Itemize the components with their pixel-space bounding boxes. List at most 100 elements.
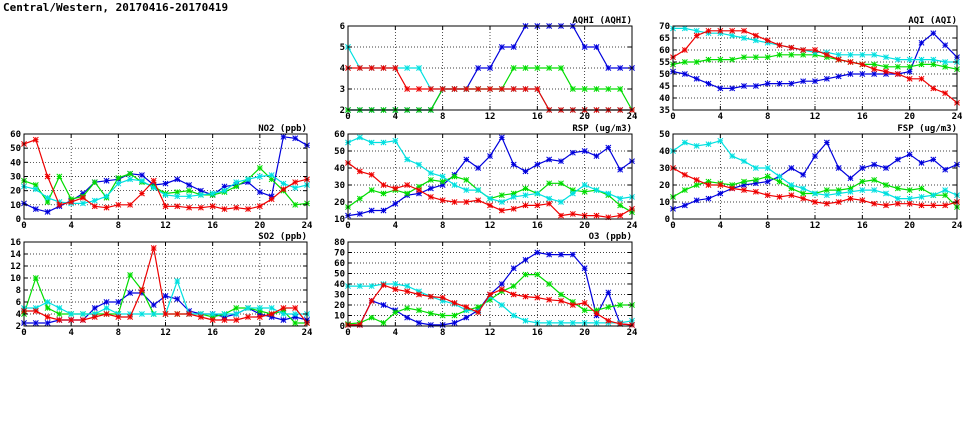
y-tick-label: 30 <box>334 291 345 301</box>
data-point <box>404 65 411 71</box>
data-point <box>451 86 458 92</box>
data-point <box>280 311 287 317</box>
data-point <box>534 294 541 301</box>
data-point <box>681 25 688 32</box>
data-point <box>894 63 901 70</box>
data-point <box>605 317 612 324</box>
data-point <box>292 305 299 311</box>
x-tick-label: 8 <box>440 328 445 338</box>
data-point <box>103 305 110 311</box>
data-point <box>705 27 712 34</box>
data-point <box>174 203 181 210</box>
data-point <box>593 44 600 50</box>
data-point <box>930 30 937 37</box>
data-point <box>292 179 299 186</box>
data-point <box>150 184 157 191</box>
x-tick-label: 8 <box>765 221 770 231</box>
data-point <box>451 199 458 205</box>
data-point <box>91 203 98 210</box>
x-tick-label: 0 <box>21 328 26 338</box>
data-point <box>138 311 145 317</box>
y-tick-label: 65 <box>659 34 670 44</box>
data-point <box>427 193 434 200</box>
x-tick-label: 20 <box>904 221 915 231</box>
data-point <box>835 165 842 171</box>
data-point <box>581 148 588 154</box>
data-point <box>103 204 110 211</box>
data-point <box>729 56 736 63</box>
y-tick-label: 14 <box>10 250 21 260</box>
data-point <box>558 291 564 298</box>
data-point <box>292 135 299 142</box>
data-point <box>487 291 493 298</box>
data-point <box>871 66 878 73</box>
data-point <box>558 319 564 326</box>
data-point <box>788 80 795 87</box>
data-point <box>823 187 830 194</box>
y-tick-label: 60 <box>659 46 670 56</box>
data-point <box>894 195 901 202</box>
x-tick-label: 4 <box>393 328 399 338</box>
data-point <box>918 56 925 63</box>
data-point <box>404 182 411 188</box>
data-point <box>498 281 505 287</box>
data-point <box>368 139 375 146</box>
data-point <box>906 187 913 194</box>
data-point <box>245 176 251 183</box>
data-point <box>510 65 517 71</box>
data-point <box>380 182 387 188</box>
y-tick-label: 50 <box>659 130 670 140</box>
data-point <box>245 314 251 320</box>
data-point <box>487 153 493 160</box>
data-point <box>835 51 842 58</box>
data-point <box>392 65 399 71</box>
data-point <box>569 302 576 308</box>
data-point <box>103 193 110 200</box>
data-point <box>162 191 169 198</box>
data-point <box>522 271 529 278</box>
data-point <box>174 311 181 317</box>
x-tick-label: 20 <box>579 221 590 231</box>
data-point <box>859 71 866 77</box>
data-point <box>605 304 612 311</box>
data-point <box>546 200 553 207</box>
data-point <box>693 176 700 183</box>
data-point <box>427 185 434 192</box>
data-point <box>268 311 275 317</box>
data-point <box>368 187 375 194</box>
data-point <box>705 141 712 148</box>
data-point <box>439 294 446 301</box>
data-point <box>569 319 576 326</box>
x-tick-label: 8 <box>440 112 445 122</box>
y-tick-label: 35 <box>659 106 670 116</box>
data-point <box>150 177 157 184</box>
y-tick-label: 60 <box>334 259 345 269</box>
x-tick-label: 4 <box>718 112 724 122</box>
data-point <box>546 319 553 326</box>
data-point <box>800 185 807 192</box>
data-point <box>847 51 854 58</box>
data-point <box>356 195 363 202</box>
data-point <box>741 187 747 194</box>
data-point <box>847 175 854 182</box>
data-point <box>356 134 363 141</box>
data-point <box>705 195 712 202</box>
data-point <box>368 314 375 321</box>
data-point <box>44 208 51 215</box>
data-point <box>859 178 866 185</box>
data-point <box>475 86 482 92</box>
y-tick-label: 80 <box>334 238 345 248</box>
y-tick-label: 6 <box>16 298 21 308</box>
data-point <box>569 149 576 156</box>
data-point <box>835 199 842 205</box>
chart-title: AQHI (AQHI) <box>572 16 632 26</box>
data-point <box>569 210 576 217</box>
x-tick-label: 12 <box>810 221 821 231</box>
data-point <box>80 317 86 323</box>
data-point <box>498 199 505 205</box>
data-point <box>510 86 517 92</box>
data-point <box>510 312 517 319</box>
data-point <box>162 293 169 299</box>
data-point <box>930 156 937 163</box>
data-point <box>522 256 529 263</box>
